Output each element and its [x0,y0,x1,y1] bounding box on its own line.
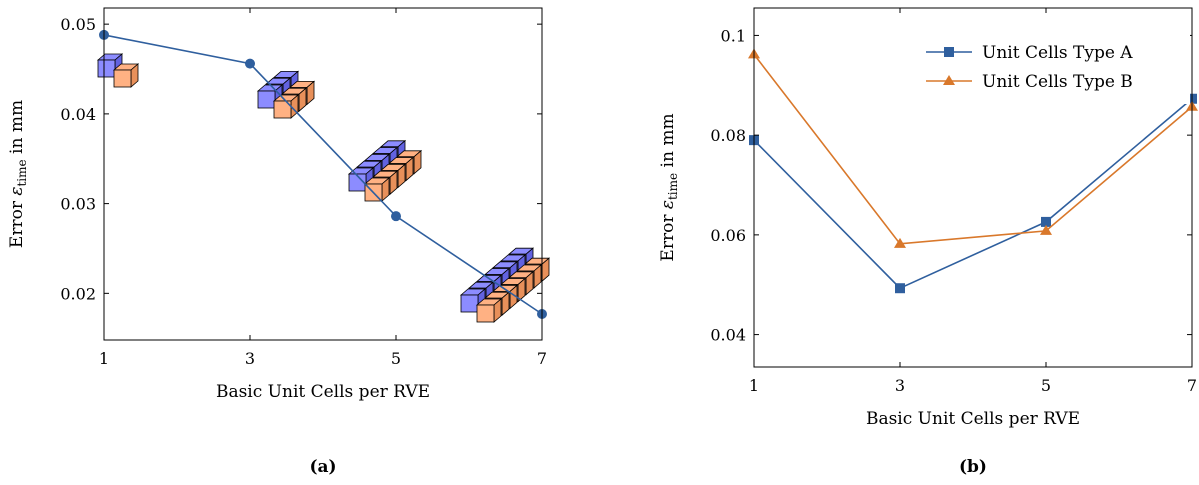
cube-front [273,100,292,119]
data-point [894,237,906,248]
plot-frame [103,7,543,341]
cube-group-1 [96,53,140,88]
cube-front [460,294,479,313]
y-tick-label: 0.06 [710,226,746,245]
legend: Unit Cells Type A Unit Cells Type B [918,34,1190,104]
cube-front [113,69,132,88]
x-tick-label: 1 [749,376,759,395]
x-tick-label: 5 [391,349,401,368]
legend-label: Unit Cells Type A [982,43,1133,63]
x-tick-label: 3 [245,349,255,368]
y-tick-label: 0.02 [60,284,96,303]
y-label-main: Error [7,196,27,248]
x-axis-label: Basic Unit Cells per RVE [216,382,430,402]
cube-group-5 [347,139,423,202]
legend-marker [944,47,954,57]
y-label-subscript: time [666,173,680,200]
data-point [1041,216,1051,227]
y-label-tail: in mm [658,113,678,172]
x-tick-label: 7 [537,349,547,368]
y-tick-label: 0.04 [60,105,96,124]
x-tick-label: 1 [99,349,109,368]
cube-group-7 [459,247,551,323]
y-tick-label: 0.05 [60,15,96,34]
cube-front [97,59,116,78]
cube-annotations [96,53,551,323]
series-unit-cells-type-b [748,48,1198,248]
plot-frame [753,7,1193,368]
x-tick-label: 5 [1041,376,1051,395]
panel-caption: (b) [959,457,987,477]
legend-marker [943,75,955,85]
y-tick-label: 0.08 [710,126,746,145]
cube-orange [112,63,140,88]
cube-orange [475,298,503,323]
y-label-main: Error [658,209,678,261]
x-axis-label: Basic Unit Cells per RVE [866,409,1080,429]
series-line [753,98,1193,290]
y-label-symbol: ε [658,200,678,209]
cube-group-3 [256,70,316,119]
data-point [245,58,255,69]
y-tick-label: 0.04 [710,326,746,345]
cube-orange [363,177,391,202]
data-point [895,283,905,294]
cube-front [257,90,276,109]
series-0 [99,29,547,319]
y-label-subscript: time [15,159,29,186]
x-tick-label: 3 [895,376,905,395]
chart-panel-a: 1 3 5 7 0.02 0.03 0.04 0.05 Basic Unit Cells per… [7,7,551,477]
series-line [103,34,543,315]
data-point [1040,224,1052,235]
x-tick-label: 7 [1187,376,1197,395]
cube-front [348,173,367,192]
legend-label: Unit Cells Type B [982,72,1133,92]
series-unit-cells-type-a [749,93,1197,294]
y-tick-label: 0.1 [721,26,746,45]
cube-orange [272,94,300,119]
panel-caption: (a) [309,457,336,477]
chart-panel-b: 1 3 5 7 0.04 0.06 0.08 0.1 Basic Unit Cells per … [658,7,1198,477]
y-label-tail: in mm [7,100,27,159]
series-line [753,53,1193,245]
cube-front [476,304,495,323]
legend-box [918,34,1190,104]
y-axis-label: Error εtime in mm [658,113,680,261]
data-point [391,211,401,222]
y-tick-label: 0.03 [60,195,96,214]
y-axis-label: Error εtime in mm [7,100,29,248]
y-label-symbol: ε [7,187,27,196]
